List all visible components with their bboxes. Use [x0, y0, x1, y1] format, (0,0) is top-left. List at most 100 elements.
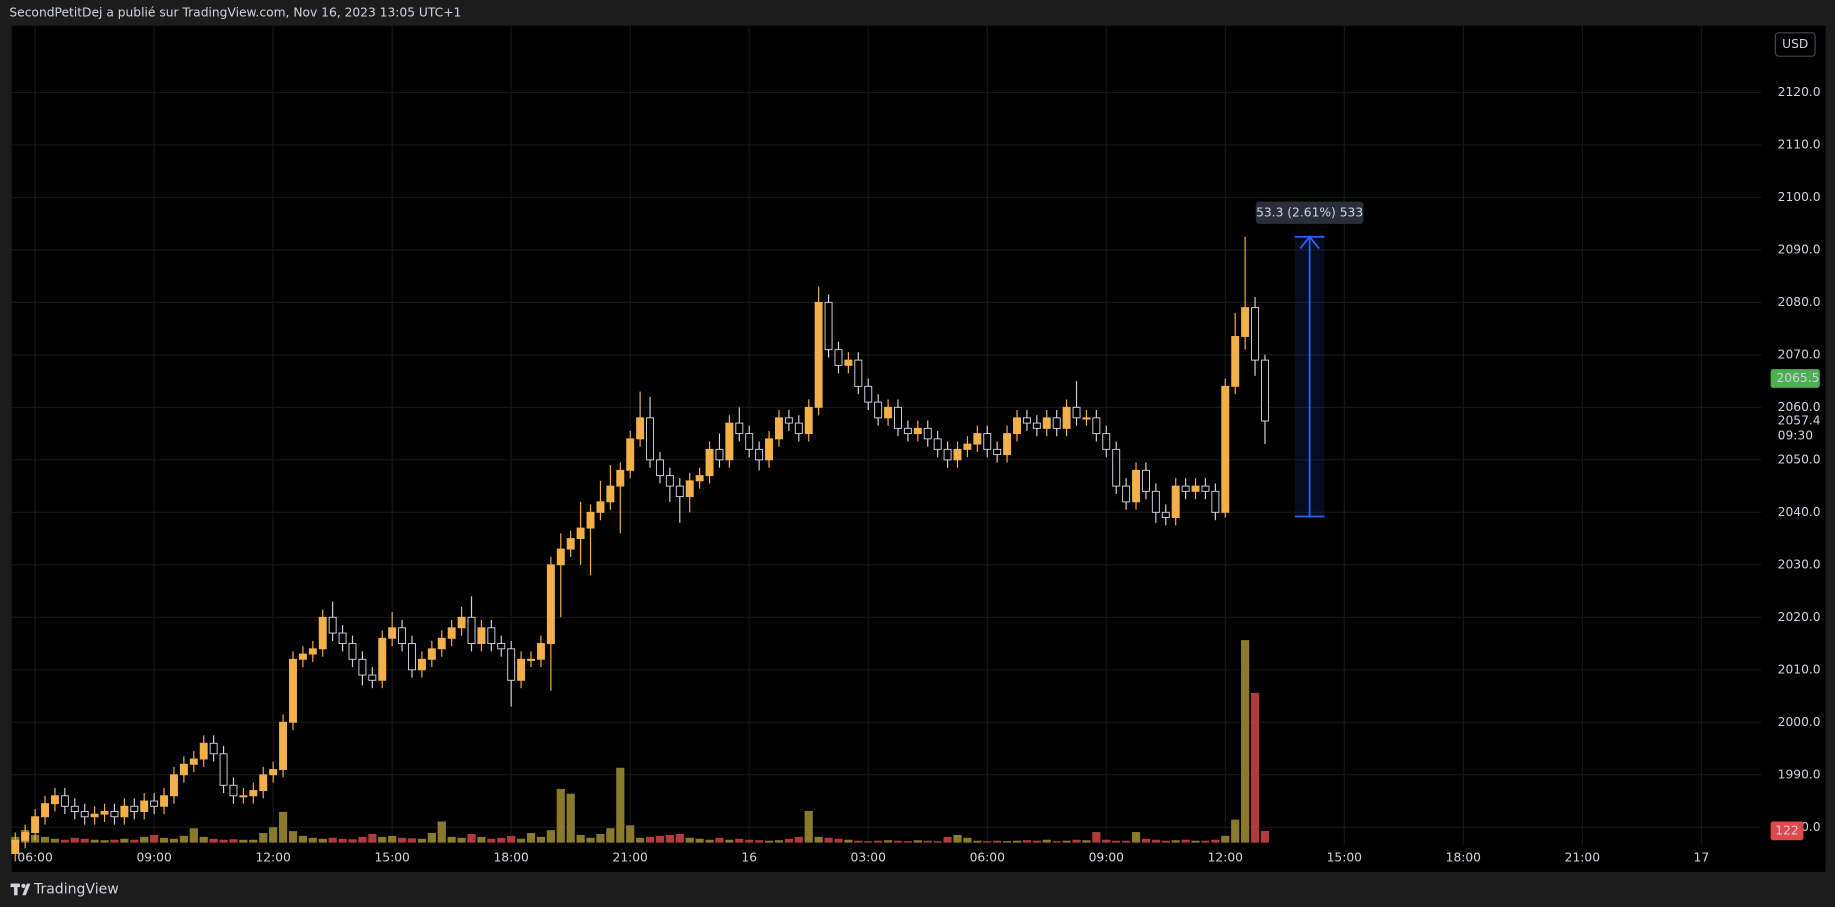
volume-bar	[507, 835, 516, 843]
x-tick-label: 18:00	[494, 850, 529, 864]
x-tick-label: 17	[1694, 850, 1710, 864]
volume-bar	[655, 835, 665, 843]
y-tick-label: 2060.0	[1778, 400, 1821, 414]
volume-bar	[1102, 839, 1111, 843]
volume-bar	[269, 827, 278, 843]
volume-bar	[1022, 840, 1032, 843]
volume-bar	[110, 839, 119, 843]
volume-bar	[1131, 832, 1141, 843]
candle-body	[289, 658, 297, 723]
candle-body	[715, 448, 724, 461]
y-tick-label: 2090.0	[1778, 242, 1821, 256]
volume-bar	[774, 840, 784, 843]
candle-body	[874, 401, 883, 419]
volume-bar	[1141, 838, 1151, 843]
volume-bar	[517, 838, 526, 843]
volume-bar	[497, 837, 506, 843]
x-tick-label: 09:00	[136, 850, 171, 864]
volume-bar	[249, 839, 258, 843]
volume-bar	[50, 838, 60, 843]
volume-bar	[665, 834, 674, 843]
candle-body	[646, 417, 655, 461]
volume-bar	[368, 833, 377, 843]
volume-bar	[100, 840, 109, 843]
volume-bar	[358, 836, 367, 843]
candle-body	[1191, 485, 1200, 492]
x-tick-label: 06:00	[970, 850, 1005, 864]
candle-body	[844, 359, 853, 366]
volume-bar	[1171, 840, 1180, 843]
volume-bar	[427, 833, 436, 843]
candle-body	[150, 800, 159, 807]
candle-body	[41, 803, 50, 818]
y-tick-label: 2040.0	[1778, 505, 1821, 519]
candle-body	[437, 637, 446, 650]
candle-body	[31, 816, 40, 833]
volume-bar	[120, 838, 129, 843]
candle-body	[229, 784, 238, 797]
candle-body	[1102, 433, 1111, 450]
candle-body	[298, 653, 307, 660]
candle-body	[50, 795, 59, 805]
volume-bar	[576, 834, 585, 843]
candle-body	[963, 443, 972, 450]
volume-bar	[259, 833, 268, 843]
volume-bar	[229, 839, 238, 843]
logo	[10, 883, 31, 896]
candle-body	[933, 438, 942, 450]
volume-bar	[477, 836, 486, 843]
footer: TradingView	[33, 881, 119, 897]
candle-body	[487, 627, 496, 645]
y-tick-label: 2030.0	[1778, 557, 1821, 571]
candle-body	[854, 359, 863, 387]
candle-body	[1231, 336, 1240, 387]
candle-body	[388, 627, 397, 639]
volume-bar	[1032, 840, 1041, 843]
candle-body	[1211, 490, 1220, 513]
y-tick-label: 2000.0	[1778, 715, 1821, 729]
volume-bar	[606, 828, 615, 843]
volume-bar	[923, 840, 932, 843]
candle-body	[467, 616, 476, 645]
candle-body	[894, 406, 902, 429]
candle-body	[100, 811, 109, 815]
marker-price-box	[1770, 369, 1820, 388]
candle-body	[447, 627, 456, 639]
candle-body	[536, 643, 545, 660]
measure-tool: 53.3 (2.61%) 533	[1255, 201, 1364, 518]
currency-button[interactable]	[1774, 32, 1816, 57]
candle-body	[606, 485, 615, 503]
candle-body	[566, 538, 575, 550]
volume-bar	[675, 833, 684, 843]
y-tick-label: 2020.0	[1778, 610, 1821, 624]
candle-body	[784, 417, 793, 424]
x-tick-label: 21:00	[613, 850, 648, 864]
candle-body	[11, 839, 20, 854]
x-tick-label: 12:00	[255, 850, 290, 864]
candle-body	[665, 475, 674, 487]
y-tick-label: 2050.0	[1778, 452, 1821, 466]
candle-body	[824, 301, 833, 351]
volume-bar	[913, 840, 922, 843]
x-tick-label: 18:00	[1446, 850, 1481, 864]
volume-last-label: 122	[1775, 823, 1798, 837]
candle-body	[1181, 485, 1190, 492]
volume-bar	[616, 767, 625, 843]
volume-bar	[1052, 841, 1061, 843]
candle-body	[239, 795, 248, 798]
volume-bar	[933, 841, 942, 843]
measure-arrowhead	[1299, 235, 1320, 250]
volume-bar	[883, 840, 893, 843]
volume-bar	[1201, 840, 1210, 843]
volume-bar	[864, 841, 873, 843]
volume-bar	[130, 839, 139, 843]
y-tick-label: 2110.0	[1778, 137, 1821, 151]
countdown-label: 09:30	[1778, 429, 1813, 443]
candle-body	[983, 433, 992, 450]
candle-body	[209, 742, 218, 755]
candle-body	[1201, 485, 1210, 492]
candle-body	[169, 774, 178, 797]
candle-body	[546, 564, 555, 645]
y-tick-label: 1990.0	[1778, 767, 1821, 781]
